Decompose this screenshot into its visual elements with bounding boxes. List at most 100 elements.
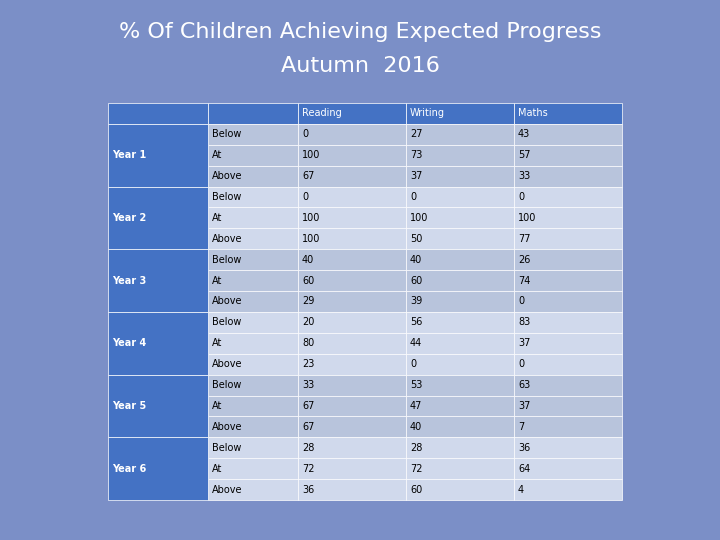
Text: 100: 100 bbox=[518, 213, 536, 223]
Text: Above: Above bbox=[212, 359, 243, 369]
Text: Autumn  2016: Autumn 2016 bbox=[281, 56, 439, 76]
Text: 72: 72 bbox=[410, 464, 423, 474]
Bar bbox=[298, 458, 406, 479]
Text: 23: 23 bbox=[302, 359, 315, 369]
Text: 44: 44 bbox=[410, 338, 422, 348]
Text: Below: Below bbox=[212, 192, 241, 202]
Text: Above: Above bbox=[212, 171, 243, 181]
Bar bbox=[298, 103, 406, 124]
Text: 0: 0 bbox=[410, 192, 416, 202]
Bar bbox=[208, 416, 298, 437]
Bar bbox=[108, 249, 208, 312]
Bar bbox=[208, 207, 298, 228]
Text: Above: Above bbox=[212, 484, 243, 495]
Bar bbox=[514, 270, 622, 291]
Bar bbox=[208, 395, 298, 416]
Bar bbox=[208, 291, 298, 312]
Bar bbox=[298, 354, 406, 375]
Bar bbox=[298, 437, 406, 458]
Text: 36: 36 bbox=[302, 484, 314, 495]
Bar bbox=[298, 207, 406, 228]
Text: 29: 29 bbox=[302, 296, 315, 307]
Text: 67: 67 bbox=[302, 171, 315, 181]
Bar bbox=[514, 124, 622, 145]
Text: Maths: Maths bbox=[518, 109, 548, 118]
Bar bbox=[208, 124, 298, 145]
Bar bbox=[514, 312, 622, 333]
Bar bbox=[406, 395, 514, 416]
Bar bbox=[108, 124, 208, 187]
Text: Below: Below bbox=[212, 380, 241, 390]
Text: 77: 77 bbox=[518, 234, 531, 244]
Text: 67: 67 bbox=[302, 422, 315, 432]
Text: 37: 37 bbox=[518, 401, 531, 411]
Bar bbox=[406, 458, 514, 479]
Text: Year 3: Year 3 bbox=[112, 275, 146, 286]
Bar bbox=[208, 333, 298, 354]
Bar bbox=[406, 103, 514, 124]
Text: 73: 73 bbox=[410, 150, 423, 160]
Text: At: At bbox=[212, 150, 222, 160]
Text: 60: 60 bbox=[410, 275, 422, 286]
Bar bbox=[406, 145, 514, 166]
Text: Above: Above bbox=[212, 296, 243, 307]
Text: 60: 60 bbox=[302, 275, 314, 286]
Text: 100: 100 bbox=[302, 234, 320, 244]
Bar bbox=[514, 479, 622, 500]
Bar bbox=[108, 375, 208, 437]
Text: At: At bbox=[212, 275, 222, 286]
Bar bbox=[208, 312, 298, 333]
Text: 4: 4 bbox=[518, 484, 524, 495]
Bar bbox=[406, 207, 514, 228]
Text: 26: 26 bbox=[518, 255, 531, 265]
Bar bbox=[514, 166, 622, 187]
Bar bbox=[208, 437, 298, 458]
Bar bbox=[514, 291, 622, 312]
Text: 0: 0 bbox=[518, 296, 524, 307]
Text: 50: 50 bbox=[410, 234, 423, 244]
Bar bbox=[406, 270, 514, 291]
Text: 80: 80 bbox=[302, 338, 314, 348]
Bar bbox=[208, 187, 298, 207]
Bar bbox=[514, 354, 622, 375]
Bar bbox=[208, 354, 298, 375]
Text: 37: 37 bbox=[518, 338, 531, 348]
Bar bbox=[514, 458, 622, 479]
Text: 63: 63 bbox=[518, 380, 530, 390]
Bar bbox=[406, 333, 514, 354]
Text: 74: 74 bbox=[518, 275, 531, 286]
Bar bbox=[298, 187, 406, 207]
Text: 0: 0 bbox=[410, 359, 416, 369]
Bar bbox=[298, 312, 406, 333]
Text: 0: 0 bbox=[518, 192, 524, 202]
Text: At: At bbox=[212, 401, 222, 411]
Bar bbox=[298, 166, 406, 187]
Bar bbox=[406, 249, 514, 270]
Bar bbox=[514, 375, 622, 395]
Bar bbox=[298, 145, 406, 166]
Bar bbox=[298, 479, 406, 500]
Bar bbox=[298, 124, 406, 145]
Text: 67: 67 bbox=[302, 401, 315, 411]
Text: 83: 83 bbox=[518, 318, 530, 327]
Bar bbox=[208, 375, 298, 395]
Text: % Of Children Achieving Expected Progress: % Of Children Achieving Expected Progres… bbox=[119, 22, 601, 42]
Text: 100: 100 bbox=[410, 213, 428, 223]
Bar bbox=[406, 166, 514, 187]
Text: 33: 33 bbox=[302, 380, 314, 390]
Bar bbox=[514, 207, 622, 228]
Bar bbox=[298, 270, 406, 291]
Text: 57: 57 bbox=[518, 150, 531, 160]
Bar bbox=[406, 375, 514, 395]
Text: 33: 33 bbox=[518, 171, 530, 181]
Text: Reading: Reading bbox=[302, 109, 342, 118]
Bar bbox=[514, 333, 622, 354]
Bar bbox=[514, 416, 622, 437]
Text: 0: 0 bbox=[518, 359, 524, 369]
Bar bbox=[208, 103, 298, 124]
Bar bbox=[406, 479, 514, 500]
Bar bbox=[514, 228, 622, 249]
Bar bbox=[298, 291, 406, 312]
Bar bbox=[298, 249, 406, 270]
Text: Below: Below bbox=[212, 255, 241, 265]
